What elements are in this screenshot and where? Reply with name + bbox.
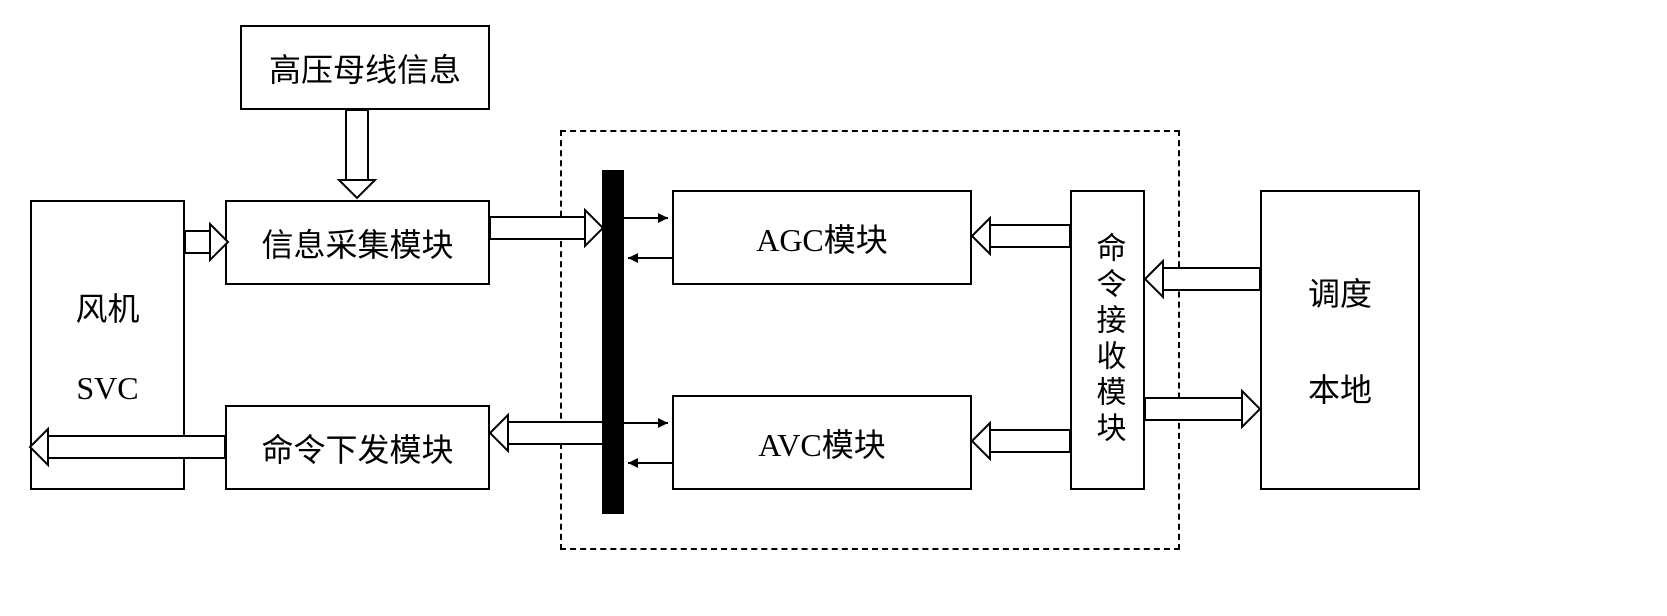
fan-label: 风机 (75, 284, 139, 330)
local-label: 本地 (1308, 365, 1372, 411)
fan-svc-box: 风机 SVC (30, 200, 185, 490)
cmd-recv-label: 命令接收模块 (1086, 232, 1130, 448)
dispatch-box: 调度 本地 (1260, 190, 1420, 490)
info-collect-box: 信息采集模块 (225, 200, 490, 285)
agc-label: AGC模块 (756, 215, 888, 261)
arrow-bus-to-collect (339, 110, 375, 198)
data-bus-bar (602, 170, 624, 514)
info-collect-label: 信息采集模块 (261, 220, 453, 266)
cmd-send-label: 命令下发模块 (261, 425, 453, 471)
avc-box: AVC模块 (672, 395, 972, 490)
cmd-recv-box: 命令接收模块 (1070, 190, 1145, 490)
bus-info-label: 高压母线信息 (269, 45, 461, 91)
avc-label: AVC模块 (758, 420, 885, 466)
bus-info-box: 高压母线信息 (240, 25, 490, 110)
svc-label: SVC (76, 370, 138, 407)
cmd-send-box: 命令下发模块 (225, 405, 490, 490)
arrow-fan-to-collect (185, 224, 228, 260)
dispatch-label: 调度 (1308, 269, 1372, 315)
agc-box: AGC模块 (672, 190, 972, 285)
